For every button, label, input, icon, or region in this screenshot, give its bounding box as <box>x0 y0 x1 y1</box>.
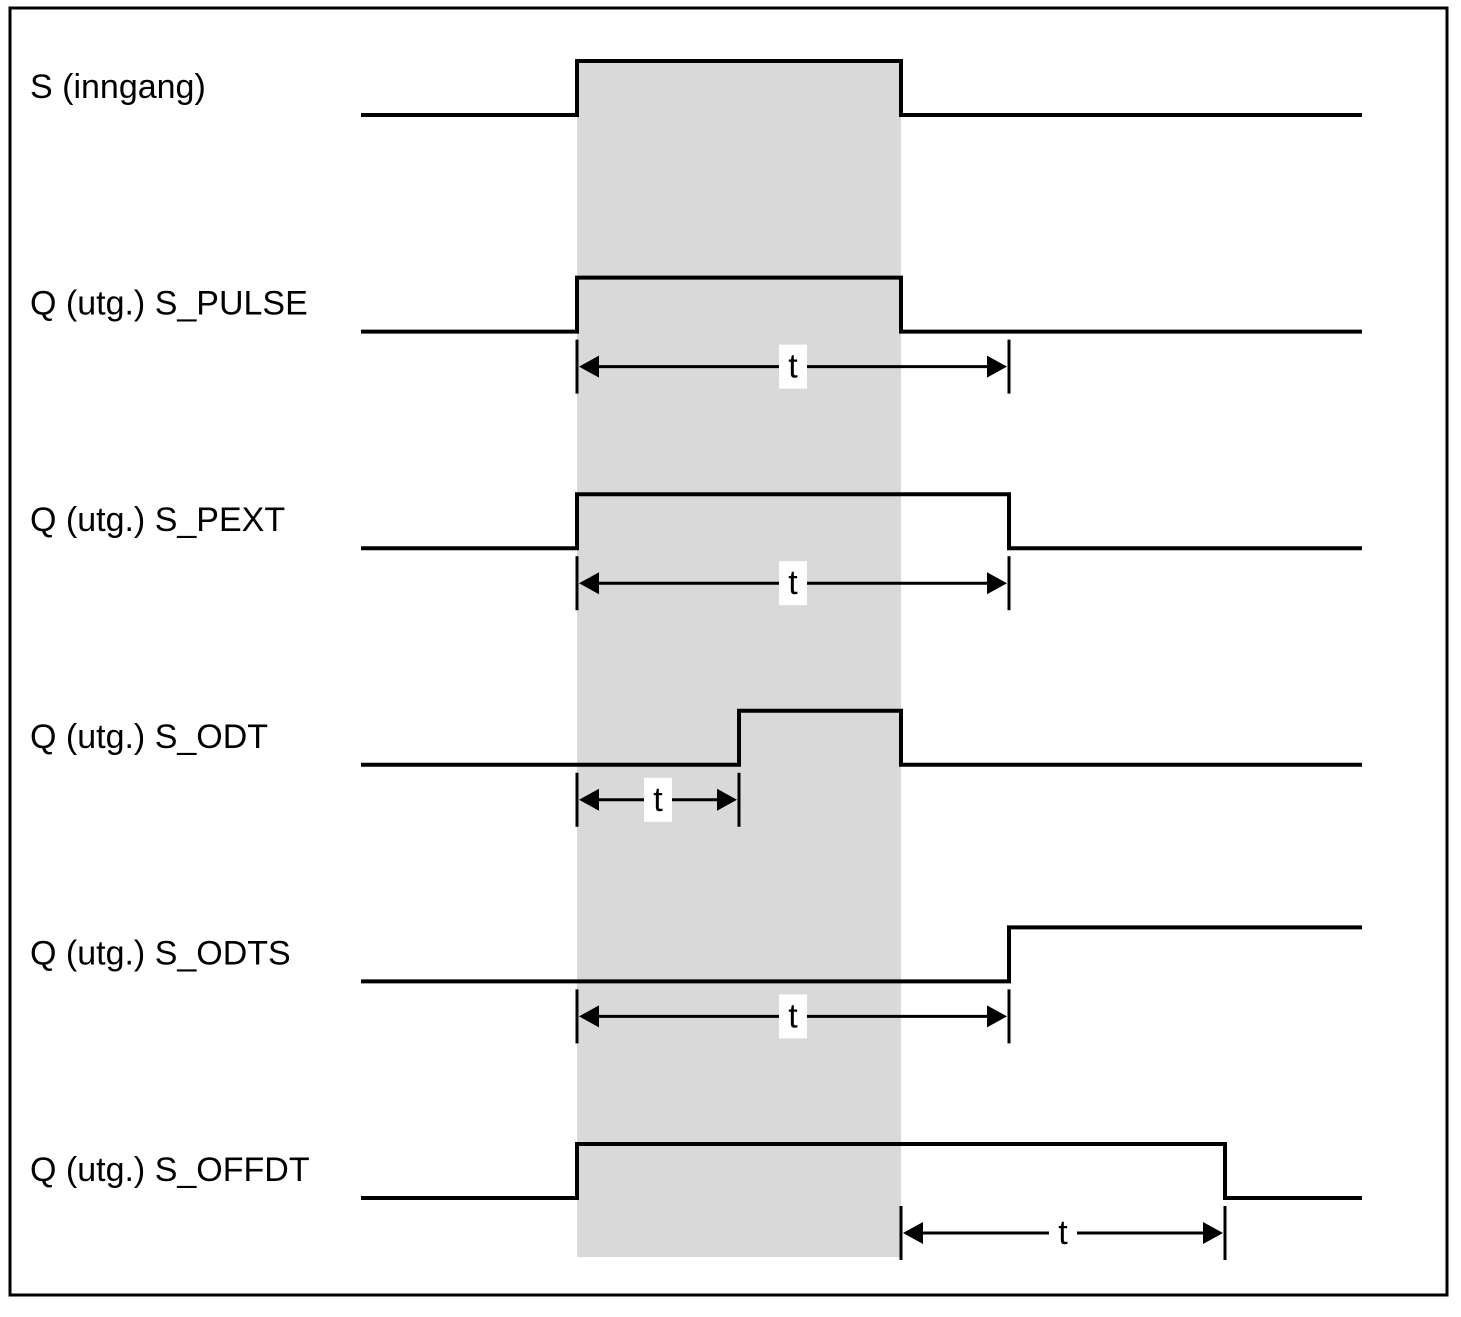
arrow-right-icon <box>987 1005 1007 1028</box>
signal-row-s-input: S (inngang) <box>30 59 1362 117</box>
interval-s-pext: t <box>575 556 1011 611</box>
arrow-right-icon <box>987 572 1007 595</box>
arrow-left-icon <box>579 1005 599 1028</box>
interval-label: t <box>1058 1214 1068 1252</box>
interval-s-pulse: t <box>575 339 1011 394</box>
interval-label-bg <box>779 344 807 389</box>
arrow-right-icon <box>717 788 737 811</box>
input-active-highlight <box>577 60 901 1257</box>
interval-label: t <box>788 564 798 602</box>
arrow-left-icon <box>579 572 599 595</box>
interval-label: t <box>653 781 663 819</box>
signal-label: Q (utg.) S_ODTS <box>30 934 291 972</box>
arrow-right-icon <box>1203 1222 1223 1244</box>
interval-label-bg <box>644 777 672 822</box>
interval-label: t <box>788 348 798 386</box>
signal-label: Q (utg.) S_PULSE <box>30 285 308 323</box>
interval-s-odt: t <box>575 772 741 827</box>
arrow-right-icon <box>987 355 1007 378</box>
signal-label: S (inngang) <box>30 68 206 106</box>
waveform-s-odt <box>361 708 1362 767</box>
interval-label-bg <box>779 561 807 606</box>
interval-label: t <box>788 997 798 1035</box>
waveform-s-pext <box>361 492 1362 551</box>
arrow-left-icon <box>903 1222 923 1244</box>
interval-s-odts: t <box>575 989 1011 1044</box>
interval-s-offdt: t <box>899 1206 1227 1260</box>
interval-label-bg <box>1049 1211 1077 1255</box>
interval-label-bg <box>779 994 807 1039</box>
waveform-s-offdt <box>361 1142 1362 1200</box>
waveform-s-input <box>361 59 1362 117</box>
waveform-s-odts <box>361 925 1362 984</box>
signal-label: Q (utg.) S_PEXT <box>30 501 285 539</box>
arrow-left-icon <box>579 788 599 811</box>
arrow-left-icon <box>579 355 599 378</box>
signal-label: Q (utg.) S_ODT <box>30 718 268 756</box>
signal-label: Q (utg.) S_OFFDT <box>30 1151 310 1189</box>
waveform-s-pulse <box>361 275 1362 334</box>
